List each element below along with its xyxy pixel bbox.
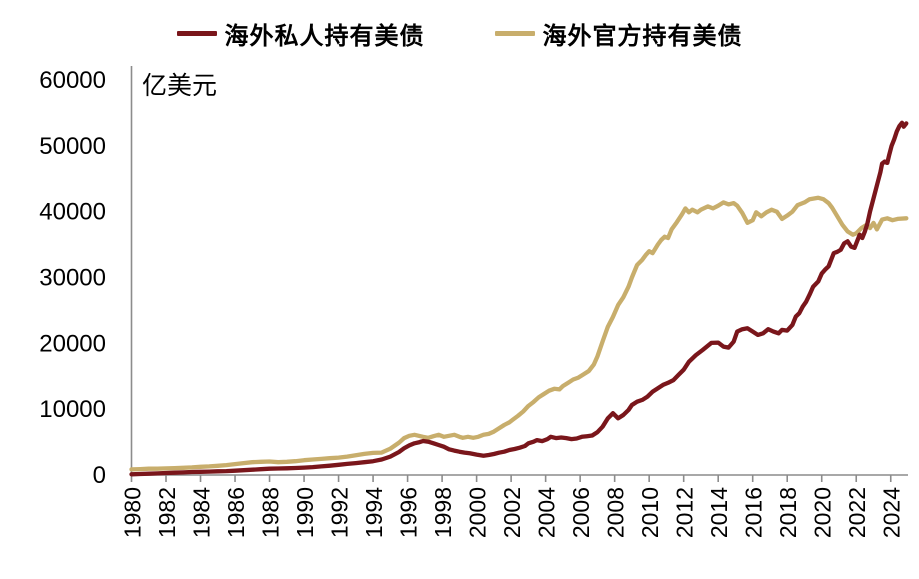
x-axis-tick-label: 1990 (292, 487, 318, 538)
y-axis-tick-label: 40000 (39, 199, 106, 226)
legend-item-official: 海外官方持有美债 (494, 16, 743, 51)
official-line-swatch-icon (494, 31, 535, 36)
x-axis-tick-label: 2024 (879, 487, 905, 538)
x-axis-tick-label: 2000 (465, 487, 491, 538)
y-axis-tick-label: 0 (93, 462, 106, 489)
y-axis-tick-label: 50000 (39, 133, 106, 160)
x-axis-tick-label: 2004 (534, 487, 560, 538)
x-axis-tick-label: 1980 (120, 487, 146, 538)
x-axis-tick-label: 1988 (258, 487, 284, 538)
x-axis-tick-label: 1982 (154, 487, 180, 538)
x-axis-tick-label: 2006 (568, 487, 594, 538)
x-axis-tick-label: 1986 (223, 487, 249, 538)
legend-label-official: 海外官方持有美债 (542, 23, 743, 50)
x-axis-tick-label: 1998 (430, 487, 456, 538)
x-axis-tick-label: 2016 (741, 487, 767, 538)
y-axis-tick-label: 10000 (39, 396, 106, 423)
x-axis-tick-label: 1994 (361, 487, 387, 538)
x-axis-tick-label: 2022 (844, 487, 870, 538)
x-axis-tick-label: 2012 (672, 487, 698, 538)
y-axis-tick-label: 60000 (39, 67, 106, 94)
x-axis-tick-label: 1984 (189, 487, 215, 538)
y-axis-tick-label: 30000 (39, 265, 106, 292)
x-axis-tick-label: 2020 (810, 487, 836, 538)
series-private-line (129, 120, 909, 477)
x-axis-tick-label: 2010 (637, 487, 663, 538)
series-official-line (129, 195, 909, 472)
x-axis-tick-label: 1992 (327, 487, 353, 538)
legend-item-private: 海外私人持有美债 (176, 16, 425, 51)
y-axis-tick-label: 20000 (39, 330, 106, 357)
chart-legend: 海外私人持有美债 海外官方持有美债 (0, 16, 919, 51)
x-axis-tick-label: 2008 (603, 487, 629, 538)
x-axis-tick-label: 2014 (706, 487, 732, 538)
x-axis-tick-label: 2018 (775, 487, 801, 538)
x-axis-tick-label: 2002 (499, 487, 525, 538)
legend-label-private: 海外私人持有美债 (224, 23, 425, 50)
x-axis-tick-label: 1996 (396, 487, 422, 538)
private-line-swatch-icon (176, 31, 217, 36)
y-axis-unit-label: 亿美元 (142, 72, 217, 100)
